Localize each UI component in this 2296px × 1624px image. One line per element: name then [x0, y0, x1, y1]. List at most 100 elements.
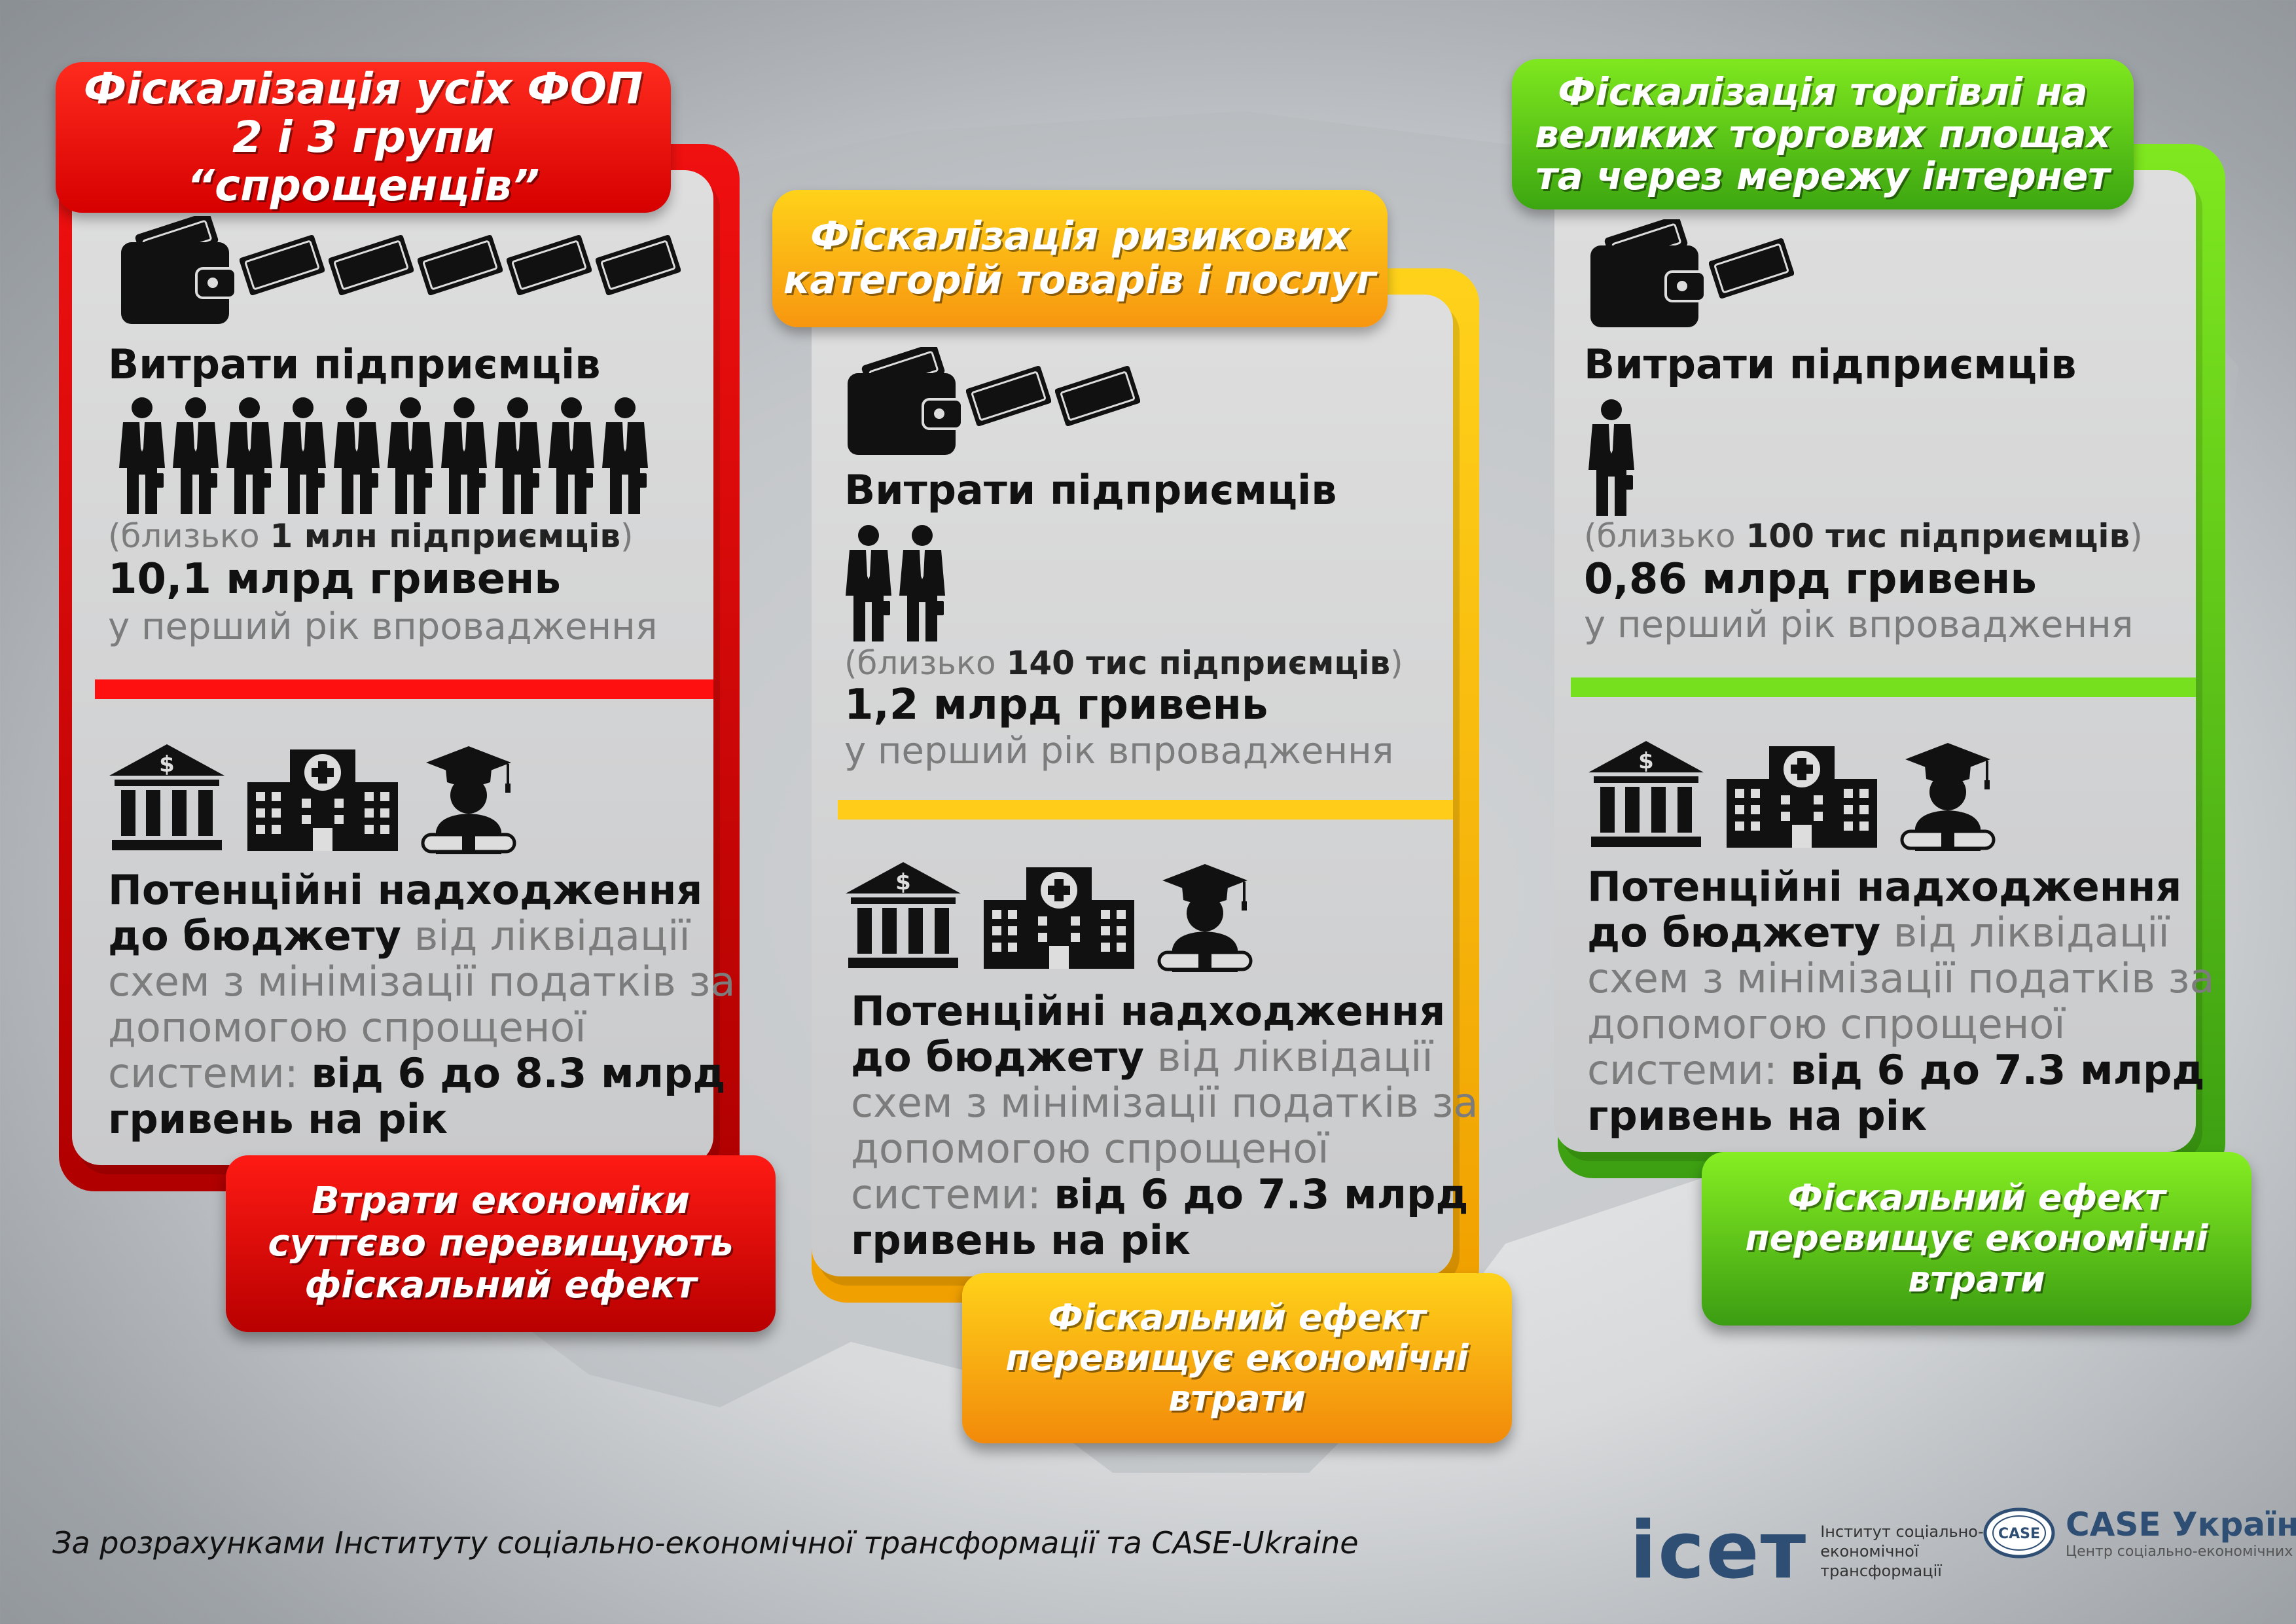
col3-result-line1: Фіскальний ефект	[1787, 1177, 2166, 1219]
graduate-icon	[420, 743, 518, 863]
banknote-icon	[506, 229, 592, 330]
col3-period: у перший рік впровадження	[1584, 604, 2134, 646]
col1-revenue-bold1: Потенційні надходження	[108, 866, 703, 914]
col1-divider	[95, 679, 713, 699]
col2-result: Фіскальний ефект перевищує економічні вт…	[962, 1273, 1512, 1443]
col3-revenue-text: Потенційні надходження до бюджету від лі…	[1587, 864, 2229, 1139]
col1-period: у перший рік впровадження	[108, 605, 658, 648]
businessman-icon	[171, 396, 220, 523]
col1-panel	[72, 170, 713, 1165]
businessman-icon	[118, 396, 166, 523]
col2-result-line2: перевищує економічні	[1005, 1337, 1469, 1379]
col1-revenue-bold3: від 6 до 8.3 млрд гривень на рік	[108, 1049, 726, 1143]
businessman-icon	[844, 524, 893, 651]
source-footnote: За розрахунками Інституту соціально-екон…	[52, 1525, 1359, 1561]
col2-note: (близько 140 тис підприємців)	[844, 644, 1403, 682]
col2-result-line1: Фіскальний ефект	[1048, 1296, 1426, 1338]
col2-money-row	[844, 343, 1141, 461]
col3-panel	[1554, 170, 2196, 1152]
col1-costs-label: Витрати підприємців	[108, 340, 601, 388]
col3-title-line1: Фіскалізація торгівлі на	[1558, 69, 2088, 114]
businessman-icon	[1587, 398, 1636, 525]
banknote-icon	[1054, 360, 1141, 461]
col2-title-line2: категорій товарів і послуг	[783, 257, 1377, 303]
col3-costs-label: Витрати підприємців	[1584, 340, 2077, 388]
col1-note: (близько 1 млн підприємців)	[108, 517, 634, 555]
col1-note-close: )	[620, 517, 634, 555]
col3-amount: 0,86 млрд гривень	[1584, 555, 2037, 604]
col2-people-row	[844, 524, 946, 651]
col3-revenue-regular: від ліквідації схем з мінімізації податк…	[1587, 909, 2215, 1094]
case-logo-badge-icon: CASE	[1983, 1507, 2055, 1558]
col1-result-line3: фіскальний ефект	[304, 1264, 697, 1307]
col1-money-row	[118, 212, 681, 330]
icet-logo-mark: icет	[1630, 1506, 1808, 1597]
col2-revenue-text: Потенційні надходження до бюджету від лі…	[851, 988, 1492, 1263]
svg-text:$: $	[895, 869, 911, 895]
banknote-icon	[965, 360, 1052, 461]
col2-revenue-bold2: до бюджету	[851, 1033, 1144, 1081]
businessman-icon	[225, 396, 274, 523]
col2-revenue-bold1: Потенційні надходження	[851, 987, 1446, 1035]
businessman-icon	[547, 396, 596, 523]
col3-result-line2: перевищує економічні	[1745, 1218, 2208, 1259]
col1-title: Фіскалізація усіх ФОП 2 і 3 групи “спрощ…	[56, 62, 671, 213]
col2-note-open: (близько	[844, 644, 1007, 682]
hospital-icon	[244, 743, 401, 863]
col2-note-bold: 140 тис підприємців	[1006, 644, 1391, 682]
wallet-icon	[1587, 215, 1706, 333]
col1-revenue-regular: від ліквідації схем з мінімізації податк…	[108, 912, 736, 1097]
col1-revenue-bold2: до бюджету	[108, 912, 401, 960]
col3-result: Фіскальний ефект перевищує економічні вт…	[1702, 1152, 2251, 1326]
col3-benefit-icons: $	[1587, 740, 1997, 860]
col1-result: Втрати економіки суттєво перевищують фіс…	[226, 1155, 776, 1332]
col1-note-open: (близько	[108, 517, 270, 555]
col1-people-row	[118, 396, 649, 523]
col1-title-line1: Фіскалізація усіх ФОП	[83, 63, 643, 115]
case-logo-name: CASE Україна	[2066, 1506, 2296, 1543]
icet-logo-line2: економічної трансформації	[1820, 1542, 1942, 1580]
banknote-icon	[328, 229, 414, 330]
col1-revenue-text: Потенційні надходження до бюджету від лі…	[108, 867, 749, 1142]
col2-title-line1: Фіскалізація ризикових	[810, 213, 1350, 259]
col1-title-line2: 2 і 3 групи “спрощенців”	[187, 112, 540, 211]
col2-amount: 1,2 млрд гривень	[844, 681, 1268, 729]
businessman-icon	[493, 396, 542, 523]
bank-icon: $	[108, 743, 226, 863]
col3-revenue-bold2: до бюджету	[1587, 909, 1880, 956]
col2-title: Фіскалізація ризикових категорій товарів…	[772, 190, 1388, 327]
businessman-icon	[386, 396, 435, 523]
col3-revenue-bold3: від 6 до 7.3 млрд гривень на рік	[1587, 1046, 2205, 1140]
col3-people-row	[1587, 398, 1636, 525]
col2-benefit-icons: $	[844, 861, 1254, 981]
hospital-icon	[1723, 740, 1880, 860]
banknote-icon	[417, 229, 503, 330]
col1-benefit-icons: $	[108, 743, 518, 863]
graduate-icon	[1156, 861, 1254, 981]
col2-panel	[812, 295, 1453, 1276]
businessman-icon	[279, 396, 327, 523]
col3-note-close: )	[2130, 517, 2143, 555]
col3-note-open: (близько	[1584, 517, 1746, 555]
col3-title-line2: великих торгових площах	[1535, 111, 2111, 156]
wallet-icon	[844, 343, 963, 461]
case-logo-badge-text: CASE	[1998, 1526, 2040, 1542]
wallet-icon	[118, 212, 237, 330]
icet-logo: icет Інститут соціально- економічної тра…	[1630, 1506, 2017, 1597]
col2-note-close: )	[1390, 644, 1403, 682]
graduate-icon	[1899, 740, 1997, 860]
col1-amount: 10,1 млрд гривень	[108, 555, 561, 604]
col2-revenue-bold3: від 6 до 7.3 млрд гривень на рік	[851, 1170, 1469, 1264]
col3-note-bold: 100 тис підприємців	[1746, 517, 2130, 555]
col3-revenue-bold1: Потенційні надходження	[1587, 863, 2182, 911]
banknote-icon	[239, 229, 325, 330]
businessman-icon	[440, 396, 488, 523]
businessman-icon	[332, 396, 381, 523]
bank-icon: $	[1587, 740, 1705, 860]
col2-result-line3: втрати	[1168, 1378, 1306, 1420]
col3-title-line3: та через мережу інтернет	[1535, 154, 2110, 199]
col2-period: у перший рік впровадження	[844, 730, 1394, 772]
col1-result-line2: суттєво перевищують	[268, 1221, 734, 1265]
bank-icon: $	[844, 861, 962, 981]
case-logo-tagline: Центр соціально-економічних досліджень	[2066, 1543, 2296, 1560]
